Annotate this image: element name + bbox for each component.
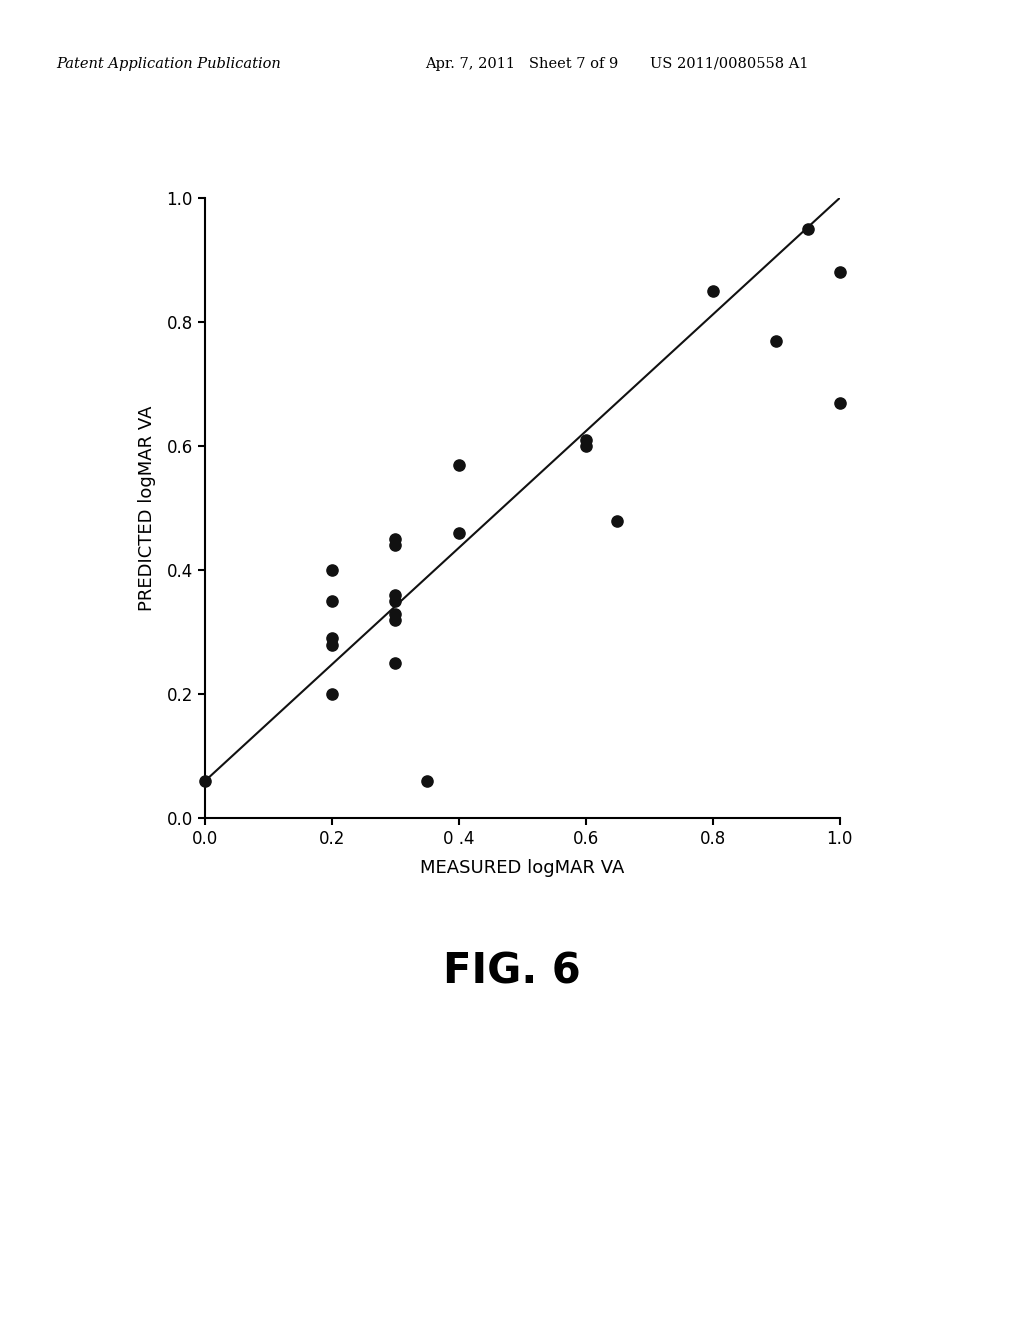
Point [197,771,213,792]
X-axis label: MEASURED logMAR VA: MEASURED logMAR VA [420,859,625,878]
Point [324,634,340,655]
Point [387,610,403,631]
Point [324,591,340,612]
Point [831,392,848,413]
Point [387,585,403,606]
Point [324,628,340,649]
Point [324,684,340,705]
Point [578,429,594,450]
Point [387,528,403,549]
Point [451,454,467,475]
Point [800,218,816,240]
Point [324,560,340,581]
Text: Apr. 7, 2011   Sheet 7 of 9: Apr. 7, 2011 Sheet 7 of 9 [425,57,618,71]
Y-axis label: PREDICTED logMAR VA: PREDICTED logMAR VA [137,405,156,611]
Point [768,330,784,351]
Point [609,510,626,531]
Point [387,652,403,673]
Point [705,280,721,301]
Point [387,603,403,624]
Text: FIG. 6: FIG. 6 [443,950,581,993]
Point [578,436,594,457]
Point [419,771,435,792]
Text: US 2011/0080558 A1: US 2011/0080558 A1 [650,57,809,71]
Point [387,591,403,612]
Point [831,261,848,282]
Point [387,535,403,556]
Point [451,523,467,544]
Text: Patent Application Publication: Patent Application Publication [56,57,281,71]
